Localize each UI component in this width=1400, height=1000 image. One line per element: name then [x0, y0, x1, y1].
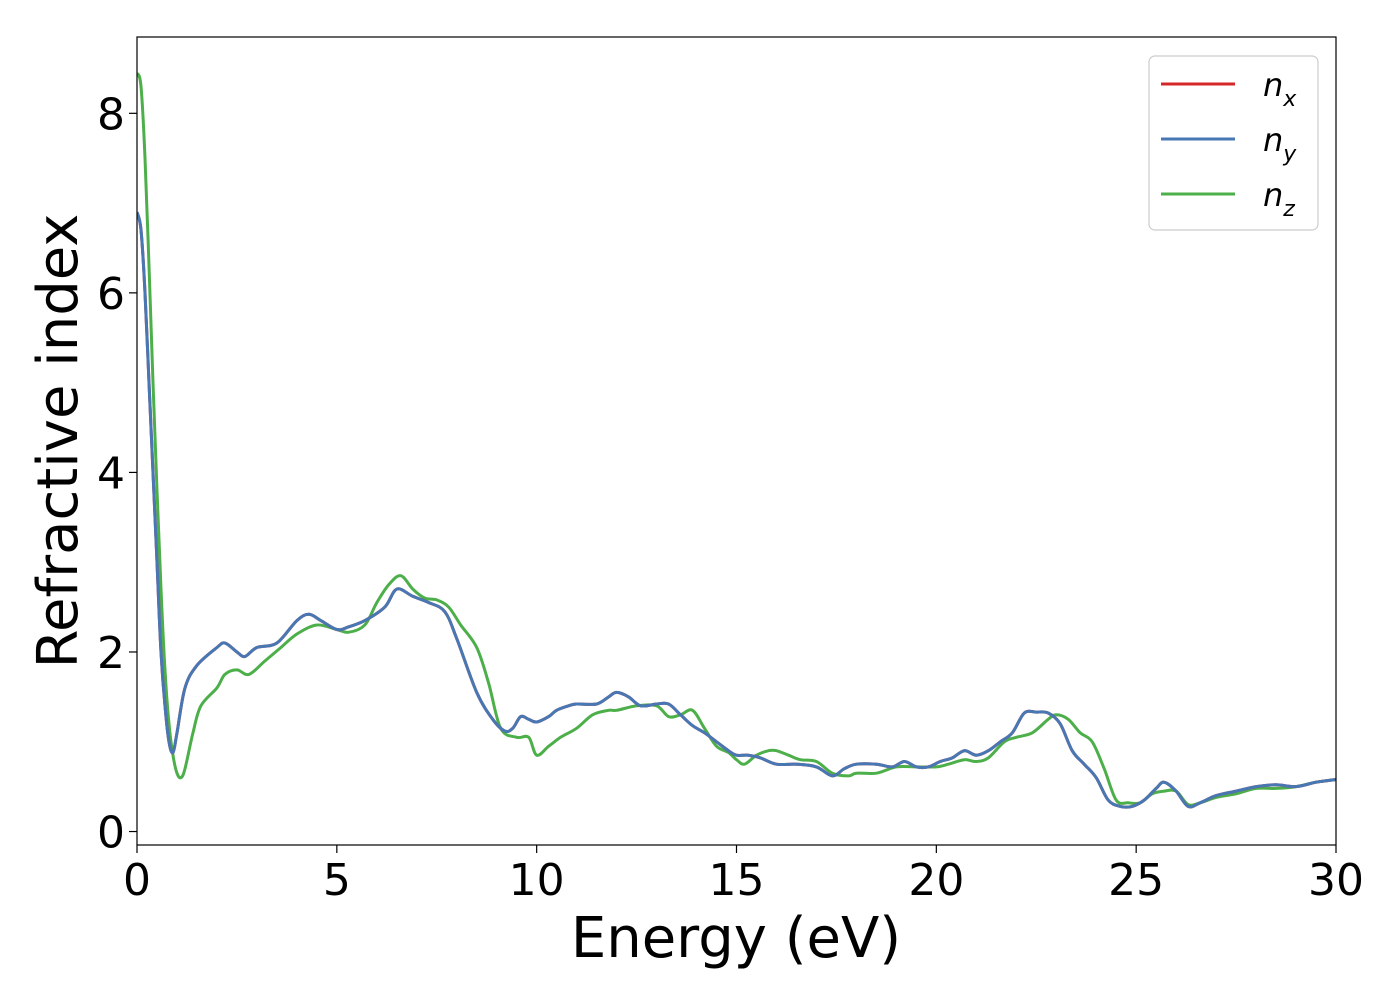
y-tick-label: 8	[97, 89, 125, 140]
y-tick-label: 6	[97, 269, 125, 320]
y-tick-label: 0	[97, 808, 125, 859]
y-axis-title: Refractive index	[26, 214, 91, 669]
series-line-ny	[137, 211, 1336, 809]
legend-label-nz: nz	[1263, 176, 1295, 222]
y-tick-label: 4	[97, 448, 125, 499]
x-tick-label: 5	[323, 855, 351, 906]
legend-label-ny: ny	[1263, 121, 1297, 167]
x-tick-label: 25	[1108, 855, 1164, 906]
x-tick-label: 15	[709, 855, 765, 906]
x-tick-label: 10	[509, 855, 565, 906]
series-line-nx	[137, 211, 1336, 809]
legend-label-nx: nx	[1263, 66, 1297, 112]
y-tick-label: 2	[97, 628, 125, 679]
legend-box	[1148, 55, 1319, 231]
x-tick-label: 20	[908, 855, 964, 906]
plot-area: 0 5 10 15 20 25 30 0 2 4 6 8 nx ny nz	[97, 36, 1364, 906]
x-tick-label: 0	[123, 855, 151, 906]
x-axis-title: Energy (eV)	[571, 906, 901, 971]
x-tick-label: 30	[1308, 855, 1364, 906]
series-line-nz	[137, 72, 1336, 807]
